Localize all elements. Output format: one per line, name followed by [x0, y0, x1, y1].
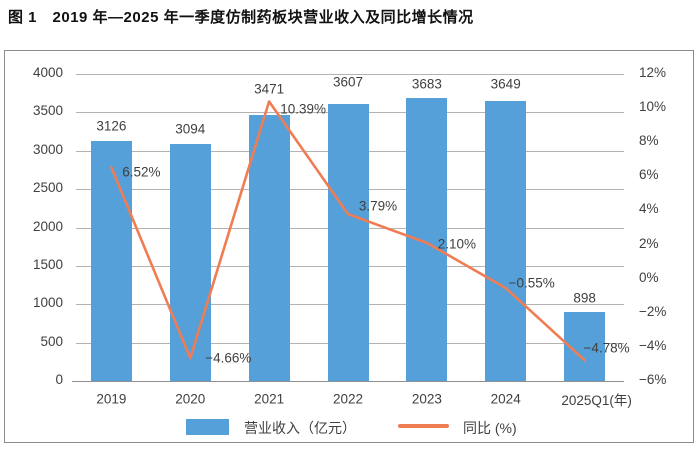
x-axis-label-2022: 2022 — [332, 391, 364, 407]
right-axis-tick: −6% — [639, 372, 667, 387]
chart-plot-area: 4000 3500 3000 2500 2000 1500 1000 500 0 12% 10% 8%… — [5, 51, 693, 442]
bar-2022 — [327, 104, 369, 381]
legend-bar-label: 营业收入（亿元） — [244, 420, 356, 436]
bar-value-label: 3094 — [175, 121, 206, 136]
bar-value-label: 898 — [573, 290, 596, 306]
line-value-label: 6.52% — [122, 164, 161, 179]
x-axis-label-2024: 2024 — [490, 391, 521, 407]
line-value-label: −0.55% — [508, 275, 555, 291]
left-axis-tick: 2000 — [32, 218, 63, 234]
bar-2024 — [485, 100, 527, 381]
chart-frame: 4000 3500 3000 2500 2000 1500 1000 500 0 12% 10% 8%… — [4, 50, 694, 443]
x-axis-label-2025Q1: 2025Q1(年) — [561, 393, 632, 408]
bar-value-label: 3126 — [96, 118, 127, 134]
x-axis-line — [72, 381, 624, 382]
left-axis-tick: 4000 — [32, 65, 63, 80]
line-value-label: 10.39% — [280, 101, 326, 116]
right-axis-tick: 10% — [639, 99, 667, 115]
left-axis-tick: 500 — [40, 333, 63, 349]
right-axis-tick: 4% — [639, 201, 659, 217]
left-axis-tick: 1000 — [32, 295, 63, 311]
gridline — [76, 74, 624, 75]
x-axis-label-2019: 2019 — [96, 391, 127, 407]
bar-2023 — [406, 98, 448, 381]
bar-value-label: 3649 — [490, 76, 521, 92]
trend-line — [110, 100, 586, 362]
line-value-label: −4.66% — [205, 350, 252, 366]
right-axis-tick: −2% — [639, 303, 667, 319]
left-axis-tick: 3000 — [32, 141, 63, 157]
right-axis-tick: 12% — [639, 65, 667, 80]
legend-bar-swatch-icon — [186, 419, 229, 435]
right-axis-tick: 0% — [639, 269, 659, 285]
left-axis-tick: 0 — [55, 372, 63, 387]
legend-line-label: 同比 (%) — [463, 420, 517, 436]
x-axis-label-2020: 2020 — [175, 391, 206, 407]
right-axis-tick: 6% — [639, 167, 659, 183]
line-value-label: 2.10% — [437, 236, 477, 252]
bar-2019 — [90, 141, 132, 381]
line-value-label: −4.78% — [583, 340, 630, 356]
bar-value-label: 3683 — [411, 76, 442, 92]
right-axis-tick: 8% — [639, 133, 659, 149]
x-axis-label-2023: 2023 — [411, 391, 442, 407]
x-axis-label-2021: 2021 — [254, 391, 285, 407]
trend-line-svg — [110, 100, 586, 362]
bar-value-label: 3471 — [254, 81, 285, 97]
bar-2021 — [248, 114, 290, 381]
bar-2020 — [169, 143, 211, 381]
right-axis-tick: −4% — [639, 337, 667, 353]
left-axis-tick: 1500 — [32, 256, 63, 272]
right-axis-tick: 2% — [639, 235, 659, 251]
bar-value-label: 3607 — [332, 74, 364, 90]
legend-line-swatch-icon — [398, 424, 449, 428]
left-axis-tick: 2500 — [32, 180, 63, 196]
left-axis-tick: 3500 — [32, 103, 63, 119]
figure-title: 图 1 2019 年—2025 年一季度仿制药板块营业收入及同比增长情况 — [8, 9, 474, 26]
line-value-label: 3.79% — [358, 198, 398, 214]
